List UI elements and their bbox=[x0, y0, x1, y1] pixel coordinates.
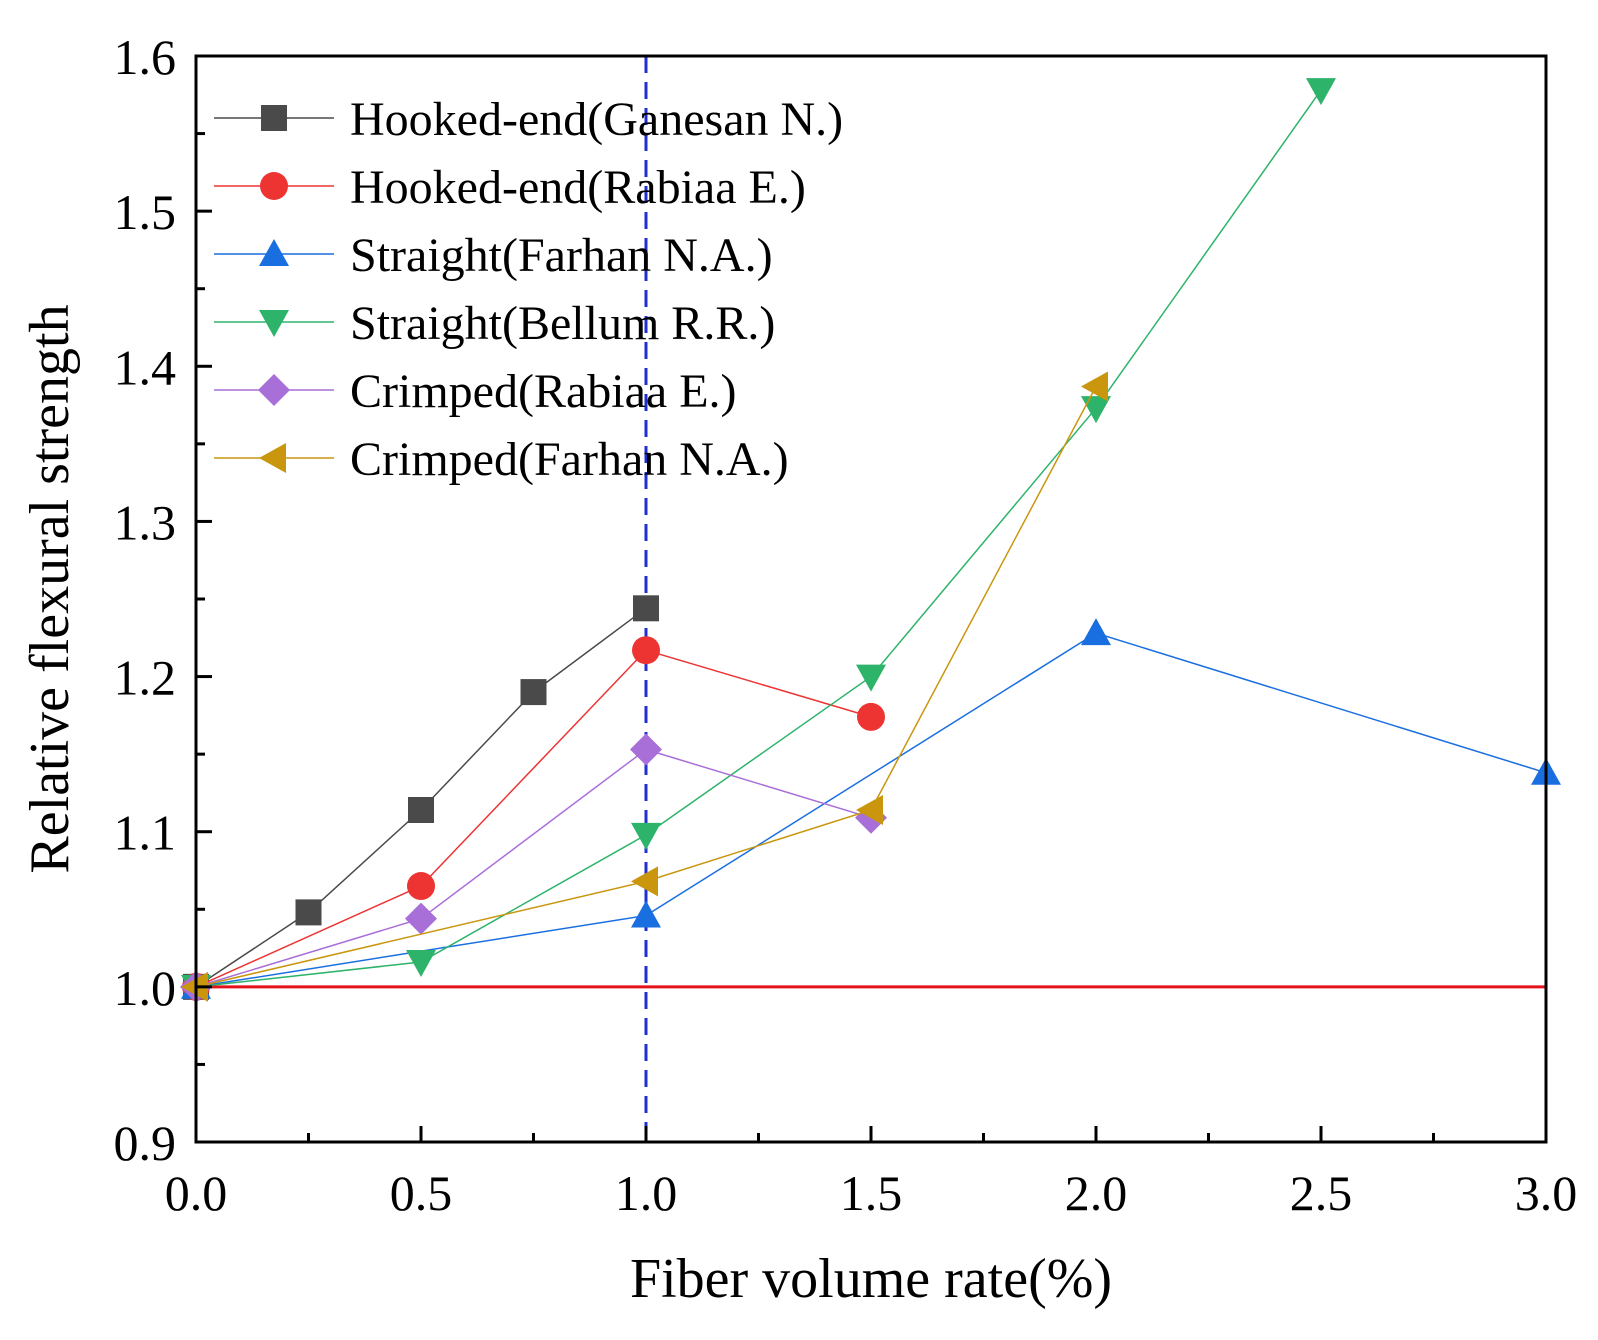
legend-label: Straight(Bellum R.R.) bbox=[350, 297, 775, 350]
data-point bbox=[520, 679, 547, 706]
series-line bbox=[195, 386, 1097, 988]
series-4 bbox=[180, 733, 887, 1003]
y-tick-label: 1.5 bbox=[114, 184, 177, 240]
x-tick-label: 2.0 bbox=[1065, 1165, 1128, 1221]
legend-marker bbox=[259, 310, 289, 337]
legend-label: Straight(Farhan N.A.) bbox=[350, 229, 773, 282]
legend-item: Hooked-end(Ganesan N.) bbox=[214, 93, 843, 146]
x-tick-label: 3.0 bbox=[1515, 1165, 1578, 1221]
legend-item: Straight(Bellum R.R.) bbox=[214, 297, 775, 350]
data-point bbox=[631, 866, 658, 897]
data-point bbox=[631, 822, 661, 850]
series-layer bbox=[180, 78, 1561, 1003]
data-point bbox=[630, 733, 662, 766]
y-tick-label: 1.3 bbox=[114, 494, 177, 550]
legend-item: Crimped(Rabiaa E.) bbox=[214, 365, 737, 418]
y-tick-label: 0.9 bbox=[114, 1115, 177, 1171]
series-line bbox=[195, 748, 872, 988]
y-tick-label: 1.4 bbox=[114, 339, 177, 395]
data-point bbox=[633, 595, 659, 622]
legend-label: Hooked-end(Rabiaa E.) bbox=[350, 161, 806, 214]
y-axis-title: Relative flexural strength bbox=[19, 304, 81, 873]
x-tick-label: 1.0 bbox=[615, 1165, 678, 1221]
legend-item: Hooked-end(Rabiaa E.) bbox=[214, 161, 806, 214]
data-point bbox=[632, 636, 660, 665]
legend-item: Crimped(Farhan N.A.) bbox=[214, 433, 789, 486]
plot-frame bbox=[194, 54, 1548, 1144]
data-point bbox=[1306, 78, 1336, 106]
legend-label: Crimped(Rabiaa E.) bbox=[350, 365, 737, 418]
series-line bbox=[195, 649, 872, 988]
axes: 0.0 0.5 1.0 1.5 2.0 2.5 3.0 0.9 1.0 1.1 1.2 1.3 1.4 1… bbox=[114, 29, 1578, 1221]
legend-marker bbox=[260, 172, 288, 200]
series-0 bbox=[183, 595, 659, 1000]
y-tick-label: 1.0 bbox=[114, 960, 177, 1016]
series-5 bbox=[181, 371, 1108, 1002]
data-point bbox=[856, 794, 883, 825]
y-tick-label: 1.6 bbox=[114, 29, 177, 85]
data-point bbox=[1081, 371, 1108, 402]
x-tick-label: 0.0 bbox=[165, 1165, 228, 1221]
data-point bbox=[1081, 618, 1111, 646]
series-3 bbox=[181, 78, 1336, 1002]
x-tick-label: 1.5 bbox=[840, 1165, 903, 1221]
series-line bbox=[195, 89, 1322, 988]
legend-label: Hooked-end(Ganesan N.) bbox=[350, 93, 843, 146]
y-tick-label: 1.1 bbox=[114, 805, 177, 861]
data-point bbox=[407, 872, 435, 901]
legend-label: Crimped(Farhan N.A.) bbox=[350, 433, 789, 486]
legend-item: Straight(Farhan N.A.) bbox=[214, 229, 773, 282]
x-tick-label: 2.5 bbox=[1290, 1165, 1353, 1221]
y-tick-label: 1.2 bbox=[114, 650, 177, 706]
legend-marker bbox=[261, 105, 287, 131]
data-point bbox=[406, 950, 436, 978]
data-point bbox=[405, 902, 437, 935]
legend: Hooked-end(Ganesan N.) Hooked-end(Rabiaa … bbox=[214, 93, 843, 486]
x-axis-title: Fiber volume rate(%) bbox=[630, 1248, 1112, 1310]
data-point bbox=[408, 796, 434, 823]
data-point bbox=[295, 899, 322, 926]
reference-lines bbox=[196, 56, 1546, 1142]
legend-marker bbox=[258, 374, 290, 406]
legend-marker bbox=[259, 239, 289, 266]
data-point bbox=[857, 702, 885, 731]
data-point bbox=[856, 664, 886, 692]
data-point bbox=[1081, 396, 1111, 424]
x-tick-label: 0.5 bbox=[390, 1165, 453, 1221]
legend-marker bbox=[259, 443, 286, 473]
data-point bbox=[631, 900, 661, 928]
